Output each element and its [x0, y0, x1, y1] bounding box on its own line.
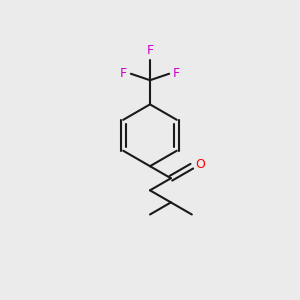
- Text: F: F: [173, 67, 180, 80]
- Text: F: F: [146, 44, 154, 57]
- Text: F: F: [120, 67, 127, 80]
- Text: O: O: [195, 158, 205, 171]
